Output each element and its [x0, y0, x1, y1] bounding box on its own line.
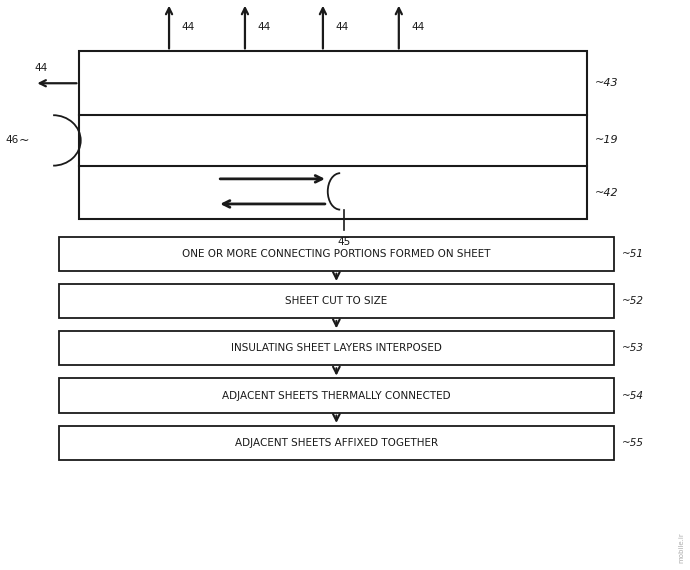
Text: 44: 44 [335, 22, 348, 32]
Text: ~52: ~52 [622, 296, 644, 306]
Bar [59, 284, 614, 318]
Text: INSULATING SHEET LAYERS INTERPOSED: INSULATING SHEET LAYERS INTERPOSED [231, 343, 442, 353]
Text: ~43: ~43 [595, 78, 618, 88]
Text: ~42: ~42 [595, 188, 618, 198]
Bar [59, 426, 614, 460]
Text: ~: ~ [19, 134, 29, 147]
Text: 45: 45 [337, 237, 351, 247]
Bar [59, 331, 614, 365]
Text: ~19: ~19 [595, 136, 618, 145]
Text: ~53: ~53 [622, 343, 644, 353]
Text: ONE OR MORE CONNECTING PORTIONS FORMED ON SHEET: ONE OR MORE CONNECTING PORTIONS FORMED O… [182, 249, 491, 259]
Text: 44: 44 [257, 22, 270, 32]
Text: 44: 44 [181, 22, 195, 32]
Bar [59, 378, 614, 413]
Text: ~55: ~55 [622, 438, 644, 448]
Text: mobile.ir: mobile.ir [678, 532, 684, 563]
Text: ~54: ~54 [622, 390, 644, 401]
Text: ~51: ~51 [622, 249, 644, 259]
Text: 44: 44 [34, 63, 48, 74]
Text: ADJACENT SHEETS AFFIXED TOGETHER: ADJACENT SHEETS AFFIXED TOGETHER [235, 438, 438, 448]
Text: 44: 44 [411, 22, 424, 32]
Text: SHEET CUT TO SIZE: SHEET CUT TO SIZE [285, 296, 388, 306]
Text: ADJACENT SHEETS THERMALLY CONNECTED: ADJACENT SHEETS THERMALLY CONNECTED [222, 390, 451, 401]
Bar [79, 51, 586, 219]
Bar [59, 237, 614, 271]
Text: 46: 46 [6, 136, 19, 145]
